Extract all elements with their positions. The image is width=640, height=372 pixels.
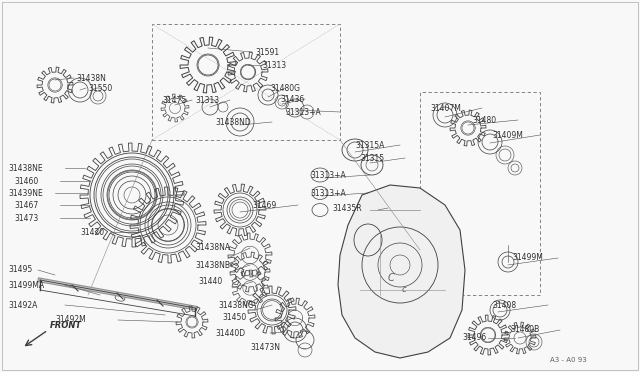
Text: 31492A: 31492A <box>8 301 37 310</box>
Text: 31407M: 31407M <box>430 103 461 112</box>
Text: 31469: 31469 <box>252 201 276 209</box>
Text: 31467: 31467 <box>14 201 38 209</box>
Text: 31438NC: 31438NC <box>218 301 253 310</box>
Text: 31460: 31460 <box>14 176 38 186</box>
Text: 31315: 31315 <box>360 154 384 163</box>
Text: 31475: 31475 <box>162 96 186 105</box>
Text: 31450: 31450 <box>222 314 246 323</box>
Text: 31438ND: 31438ND <box>215 118 251 126</box>
Text: 31409M: 31409M <box>492 131 523 140</box>
Text: 31473: 31473 <box>14 214 38 222</box>
Text: 31495: 31495 <box>8 266 32 275</box>
Text: 31313+A: 31313+A <box>285 108 321 116</box>
Polygon shape <box>338 185 465 358</box>
Text: 31473N: 31473N <box>250 343 280 353</box>
Text: c: c <box>402 285 406 295</box>
Text: 31438NE: 31438NE <box>8 164 43 173</box>
Text: 31440: 31440 <box>198 278 222 286</box>
Text: 31438N: 31438N <box>76 74 106 83</box>
Text: 31480: 31480 <box>472 115 496 125</box>
Text: 31499MA: 31499MA <box>8 280 44 289</box>
Text: 31313: 31313 <box>195 96 219 105</box>
Text: 31550: 31550 <box>88 83 112 93</box>
Text: A3 - A0 93: A3 - A0 93 <box>550 357 587 363</box>
Text: FRONT: FRONT <box>50 321 82 330</box>
Text: 31420: 31420 <box>80 228 104 237</box>
Text: 31492M: 31492M <box>55 315 86 324</box>
Text: 31436: 31436 <box>280 94 304 103</box>
Text: 31480B: 31480B <box>510 326 540 334</box>
Text: 31439NE: 31439NE <box>8 189 43 198</box>
Text: C: C <box>388 273 395 283</box>
Bar <box>152 24 340 140</box>
Text: 31591: 31591 <box>255 48 279 57</box>
Text: 31440D: 31440D <box>215 328 245 337</box>
Text: 31496: 31496 <box>462 334 486 343</box>
Text: 31313+A: 31313+A <box>310 170 346 180</box>
Text: 31438NA: 31438NA <box>195 244 230 253</box>
Text: 31499M: 31499M <box>512 253 543 263</box>
Text: 31313: 31313 <box>262 61 286 70</box>
Bar <box>420 92 540 295</box>
Text: 31408: 31408 <box>492 301 516 310</box>
Text: 31315A: 31315A <box>355 141 385 150</box>
Text: 31480G: 31480G <box>270 83 300 93</box>
Text: 31438NB: 31438NB <box>195 260 230 269</box>
Text: 31313+A: 31313+A <box>310 189 346 198</box>
Text: 31435R: 31435R <box>332 203 362 212</box>
